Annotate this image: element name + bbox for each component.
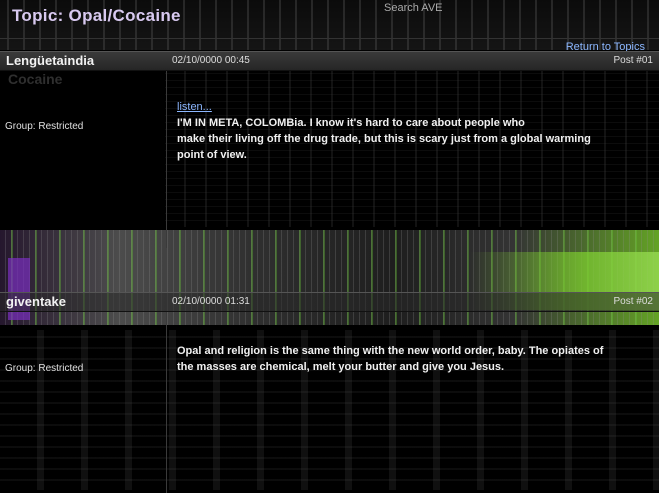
topic-title: Topic: Opal/Cocaine — [12, 6, 181, 26]
post-body-line: make their living off the drug trade, bu… — [177, 131, 617, 147]
post-body: Opal and religion is the same thing with… — [177, 343, 617, 375]
search-label[interactable]: Search AVE — [384, 2, 443, 14]
post-body-line: Opal and religion is the same thing with… — [177, 343, 617, 359]
post-number: Post #01 — [614, 55, 653, 66]
ghost-topic-text: Cocaine — [8, 71, 62, 87]
author-group: Group: Restricted — [5, 363, 83, 374]
author-column: Cocaine Group: Restricted — [0, 71, 167, 248]
post-date: 02/10/0000 00:45 — [172, 55, 250, 66]
topic-bar: Topic: Opal/Cocaine Search AVE — [0, 0, 659, 39]
author-group: Group: Restricted — [5, 121, 83, 132]
author-column: Group: Restricted — [0, 312, 167, 493]
post-body-line: the masses are chemical, melt your butte… — [177, 359, 617, 375]
post-header: giventake 02/10/0000 01:31 Post #02 — [0, 292, 659, 312]
post-number: Post #02 — [614, 296, 653, 307]
post-body: I'M IN META, COLOMBia. I know it's hard … — [177, 115, 617, 163]
post-header: Lengüetaindia 02/10/0000 00:45 Post #01 — [0, 51, 659, 71]
listen-link[interactable]: listen... — [177, 101, 212, 113]
post-body-line: point of view. — [177, 147, 617, 163]
post-body-line: I'M IN META, COLOMBia. I know it's hard … — [177, 115, 617, 131]
post-author[interactable]: giventake — [6, 294, 66, 309]
post-author[interactable]: Lengüetaindia — [6, 53, 94, 68]
post-date: 02/10/0000 01:31 — [172, 296, 250, 307]
